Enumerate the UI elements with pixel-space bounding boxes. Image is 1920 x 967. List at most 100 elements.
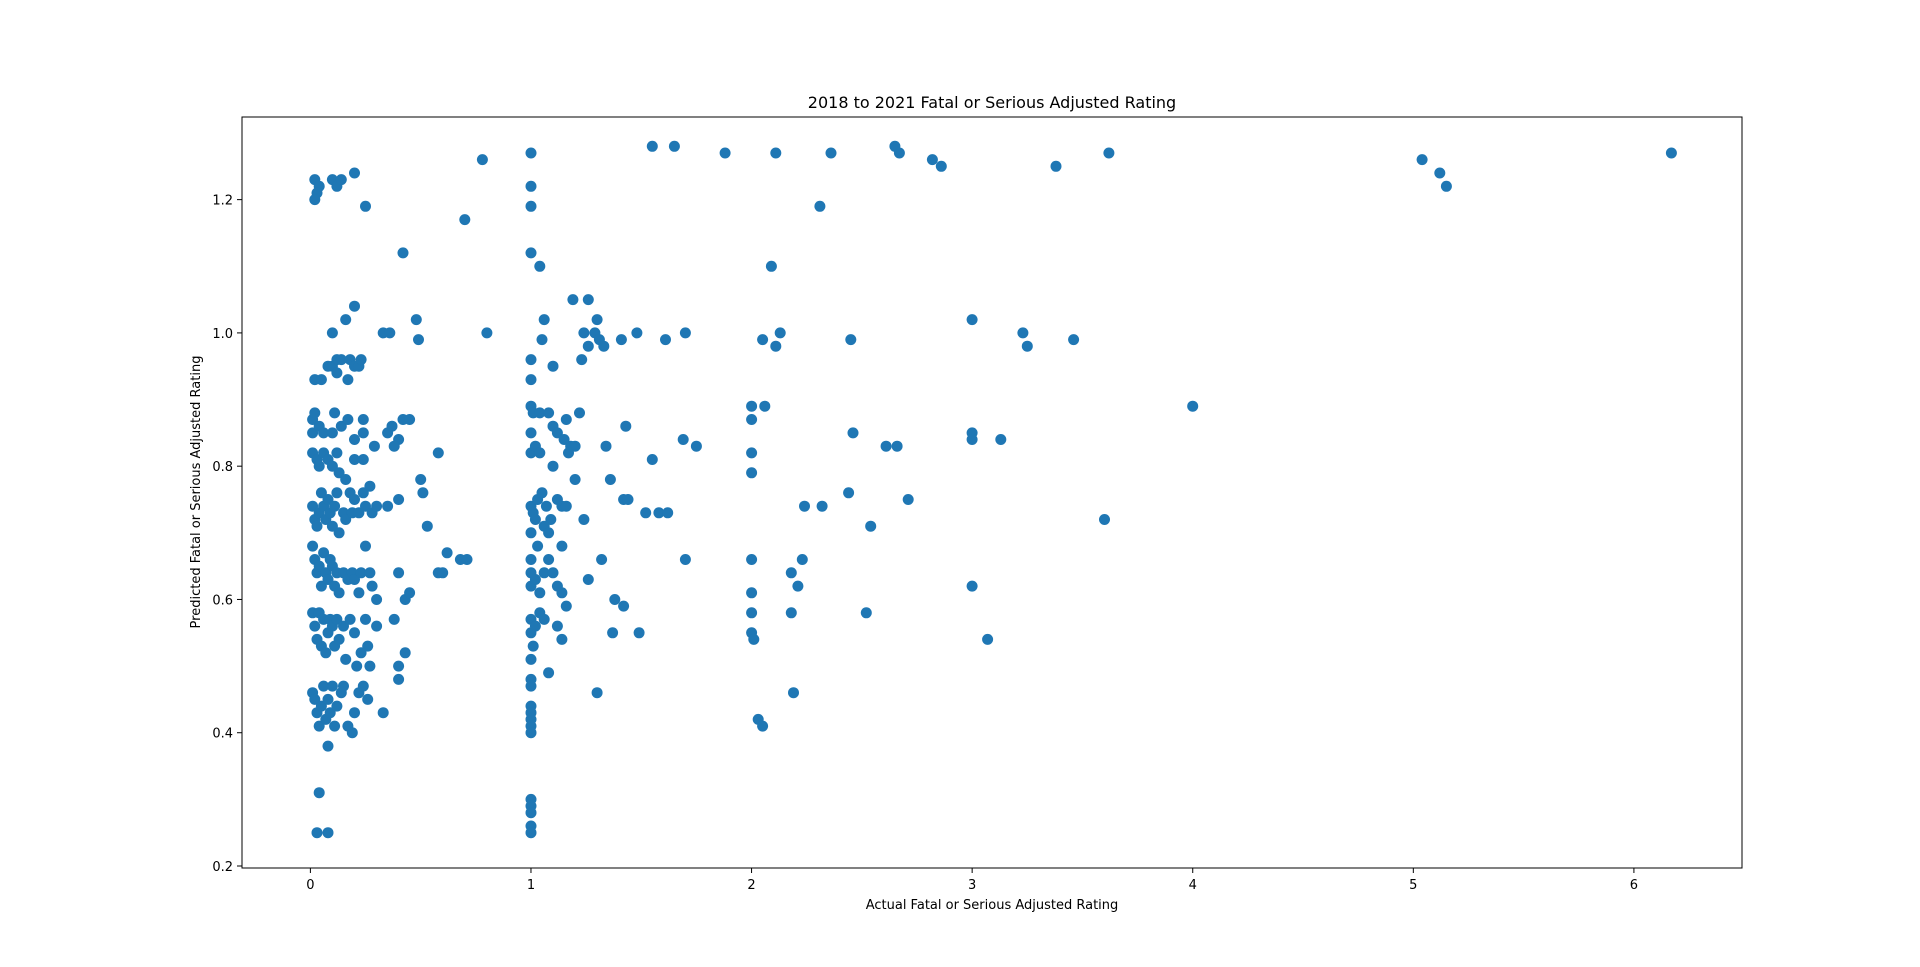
data-point [604,474,616,485]
data-point [349,574,360,585]
data-point [326,427,338,439]
data-point [558,434,570,445]
data-point [315,374,327,386]
data-point [349,627,360,639]
data-point [746,587,758,599]
y-tick-label: 0.2 [212,860,233,875]
data-point [615,334,627,346]
data-point [322,693,334,705]
data-point [765,260,777,272]
data-point [335,354,347,366]
data-point [338,680,349,692]
data-point [364,567,376,579]
x-tick-label: 4 [1189,878,1197,893]
data-point [618,600,630,612]
data-point [322,827,334,839]
data-point [547,460,559,472]
data-point [371,594,383,605]
data-point [891,440,903,452]
data-point [525,247,537,259]
data-point [311,520,323,532]
data-point [313,560,325,572]
data-point [309,693,321,705]
data-point [902,494,914,505]
data-point [353,587,365,599]
data-point [342,414,354,425]
data-point [349,434,360,445]
data-point [596,554,608,565]
x-tick-label: 6 [1630,878,1638,893]
data-point [679,554,691,565]
data-point [653,507,665,519]
y-axis-ticks: 0.2 0.4 0.6 0.8 1.0 1.2 [212,194,242,875]
data-point [421,520,433,532]
data-point [620,420,632,432]
data-point [415,474,427,485]
data-point [525,354,537,366]
data-point [607,627,619,639]
data-point [331,700,343,712]
data-point [591,687,603,699]
data-point [1068,334,1080,346]
y-axis-label: Predicted Fatal or Serious Adjusted Rati… [189,356,204,629]
data-point [459,214,471,226]
data-point [1665,147,1677,159]
data-point [646,454,658,465]
data-point [527,640,539,652]
data-point [360,200,371,212]
data-point [355,647,367,659]
data-point [1434,167,1446,179]
data-point [525,727,537,739]
data-point [315,700,327,712]
data-point [388,440,400,452]
data-point [382,500,394,512]
data-point [759,400,771,412]
data-point [543,527,555,539]
data-point [393,494,405,505]
data-point [368,440,380,452]
data-point [1017,327,1029,339]
data-point [417,487,429,499]
data-point [461,554,473,565]
data-point [331,367,343,379]
data-point [326,460,338,472]
data-point [788,687,799,699]
y-tick-label: 1.2 [212,194,233,209]
data-point [847,427,859,439]
data-point [536,487,548,499]
data-point [534,260,546,272]
data-point [404,587,416,599]
x-tick-label: 3 [968,878,976,893]
data-point [318,427,330,439]
data-point [357,427,369,439]
data-point [582,340,594,352]
data-point [525,527,537,539]
data-point [860,607,872,619]
data-point [529,574,541,585]
data-point [757,720,769,732]
data-point [774,327,786,339]
data-point [598,340,610,352]
data-point [576,354,588,366]
data-point [525,180,537,192]
data-point [982,633,994,645]
data-point [329,407,341,419]
data-point [1021,340,1033,352]
data-point [335,420,347,432]
data-point [816,500,828,512]
data-point [357,454,369,465]
plot-area-frame [241,116,1743,869]
data-point [995,434,1007,445]
data-point [770,147,782,159]
data-point [404,414,416,425]
data-point [393,567,405,579]
data-point [1187,400,1199,412]
data-point [966,580,978,592]
data-point [525,374,537,386]
data-point [1050,160,1062,172]
data-point [525,807,537,819]
data-point [313,787,325,799]
data-point [567,294,579,306]
data-point [746,414,758,425]
data-point [534,587,546,599]
